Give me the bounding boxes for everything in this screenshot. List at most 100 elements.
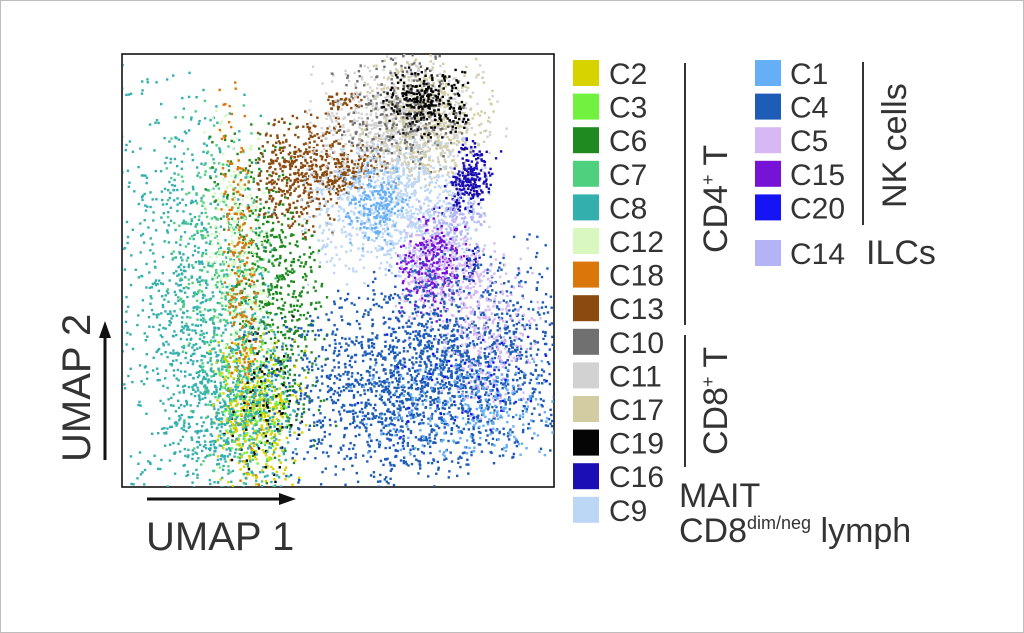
- scatter-point-c8: [206, 415, 210, 418]
- scatter-point-c13: [359, 157, 362, 160]
- scatter-point-c8: [184, 370, 187, 373]
- scatter-point-c8: [191, 457, 194, 460]
- scatter-point-c8: [162, 344, 165, 347]
- scatter-point-c8: [178, 391, 181, 394]
- scatter-point-c11: [413, 119, 416, 123]
- scatter-point-c8: [216, 359, 219, 362]
- scatter-point-c11: [335, 119, 338, 123]
- scatter-point-c6: [244, 340, 248, 343]
- scatter-point-c11: [369, 131, 372, 134]
- scatter-point-c13: [286, 197, 289, 200]
- scatter-point-c8: [225, 421, 229, 425]
- scatter-point-c8: [202, 445, 206, 448]
- scatter-point-c17: [440, 121, 444, 124]
- scatter-point-c11: [444, 165, 448, 168]
- scatter-point-c7: [172, 250, 175, 253]
- scatter-point-c12: [257, 221, 260, 224]
- scatter-point-c6: [294, 325, 297, 329]
- scatter-point-c8: [154, 121, 157, 124]
- scatter-point-c17: [457, 124, 460, 127]
- scatter-point-c8: [200, 380, 204, 383]
- scatter-point-c8: [206, 429, 209, 432]
- scatter-point-c2: [304, 349, 307, 352]
- scatter-point-c2: [252, 384, 256, 387]
- scatter-point-c8: [210, 422, 213, 426]
- scatter-point-c6: [290, 260, 293, 264]
- scatter-point-c8: [115, 331, 117, 333]
- scatter-point-c13: [313, 152, 316, 155]
- scatter-point-c3: [218, 372, 221, 375]
- scatter-point-c12: [248, 147, 251, 150]
- scatter-point-c7: [218, 302, 222, 305]
- scatter-point-c8: [253, 352, 256, 355]
- scatter-point-c2: [252, 403, 255, 407]
- scatter-point-c8: [141, 232, 145, 236]
- scatter-point-c8: [163, 432, 166, 435]
- scatter-point-c8: [196, 305, 199, 308]
- scatter-point-c6: [317, 408, 321, 412]
- scatter-point-c8: [248, 284, 251, 287]
- scatter-point-c13: [275, 172, 278, 175]
- scatter-point-c8: [255, 227, 258, 230]
- scatter-point-c8: [229, 510, 231, 512]
- scatter-point-c8: [173, 157, 177, 161]
- scatter-point-c12: [245, 342, 248, 346]
- scatter-point-c2: [256, 365, 259, 369]
- scatter-point-c8: [197, 457, 200, 460]
- scatter-point-c8: [183, 591, 185, 593]
- scatter-point-c11: [383, 107, 386, 110]
- scatter-point-c18: [238, 303, 241, 307]
- scatter-point-c2: [224, 375, 228, 378]
- scatter-point-c13: [301, 212, 304, 216]
- scatter-point-c11: [439, 104, 443, 108]
- scatter-point-c8: [180, 278, 184, 281]
- scatter-point-c7: [233, 440, 236, 443]
- scatter-point-c11: [432, 133, 436, 136]
- scatter-point-c6: [243, 236, 246, 239]
- scatter-point-c7: [234, 331, 238, 334]
- scatter-point-c11: [403, 128, 407, 131]
- scatter-point-c11: [382, 76, 386, 79]
- scatter-point-c11: [339, 102, 343, 106]
- scatter-point-c18: [224, 190, 227, 193]
- scatter-point-c8: [140, 195, 144, 199]
- scatter-point-c2: [249, 351, 252, 354]
- scatter-point-c6: [254, 209, 257, 212]
- scatter-point-c6: [301, 276, 305, 279]
- scatter-point-c19: [243, 395, 246, 398]
- scatter-point-c7: [255, 233, 258, 236]
- scatter-point-c2: [236, 402, 240, 406]
- scatter-point-c11: [415, 141, 418, 144]
- scatter-point-c8: [284, 352, 287, 355]
- scatter-point-c11: [359, 142, 362, 145]
- scatter-point-c13: [272, 159, 275, 163]
- scatter-point-c6: [249, 175, 253, 179]
- scatter-point-c8: [181, 222, 184, 225]
- scatter-point-c7: [243, 323, 247, 326]
- scatter-point-c11: [374, 133, 377, 136]
- scatter-point-c8: [181, 345, 184, 349]
- scatter-point-c11: [403, 160, 406, 163]
- scatter-point-c7: [252, 201, 255, 204]
- scatter-point-c11: [372, 107, 375, 111]
- scatter-point-c12: [217, 198, 220, 201]
- scatter-point-c12: [229, 291, 232, 294]
- scatter-point-c6: [281, 244, 285, 247]
- scatter-point-c13: [340, 154, 343, 157]
- scatter-point-c11: [369, 91, 372, 95]
- scatter-point-c8: [201, 425, 204, 428]
- scatter-point-c8: [185, 399, 188, 403]
- scatter-point-c8: [170, 425, 174, 428]
- scatter-point-c3: [227, 369, 230, 372]
- scatter-point-c12: [246, 240, 250, 243]
- scatter-point-c11: [384, 135, 388, 138]
- scatter-point-c3: [259, 395, 262, 398]
- scatter-point-c13: [345, 165, 349, 168]
- scatter-point-c13: [361, 162, 364, 165]
- scatter-point-c8: [225, 506, 227, 508]
- scatter-point-c8: [137, 314, 140, 317]
- scatter-point-c8: [239, 381, 242, 384]
- scatter-point-c11: [446, 142, 449, 145]
- scatter-point-c8: [136, 323, 139, 327]
- scatter-point-c8: [223, 365, 226, 368]
